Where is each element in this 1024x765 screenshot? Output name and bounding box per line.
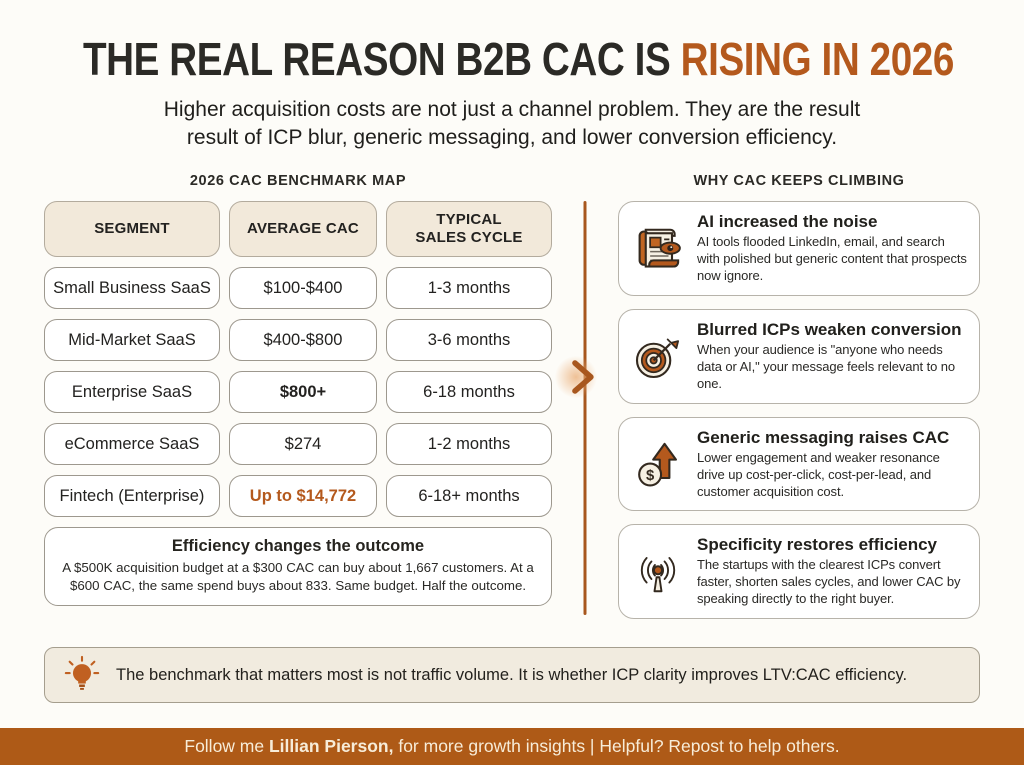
- card-body: The startups with the clearest ICPs conv…: [697, 557, 961, 607]
- column-header-label: TYPICAL SALES CYCLE: [415, 210, 523, 247]
- footer-suffix: for more growth insights | Helpful? Repo…: [393, 736, 840, 756]
- table-cell-cycle: 6-18 months: [386, 371, 552, 414]
- table-cell-segment: eCommerce SaaS: [44, 423, 220, 466]
- footer-bar: Follow me Lillian Pierson, for more grow…: [0, 728, 1024, 765]
- footer-author-name: Lillian Pierson,: [268, 736, 394, 756]
- callout-text: The benchmark that matters most is not t…: [116, 665, 908, 684]
- table-cell-segment: Mid-Market SaaS: [44, 319, 220, 362]
- table-cell-segment: Enterprise SaaS: [44, 371, 220, 414]
- table-cell-segment: Small Business SaaS: [44, 267, 220, 310]
- chevron-right-icon: [572, 360, 594, 395]
- efficiency-note: Efficiency changes the outcome A $500K a…: [44, 527, 552, 606]
- lightbulb-icon: [63, 655, 101, 695]
- column-header-average-cac: AVERAGE CAC: [229, 201, 377, 258]
- reason-card-generic-messaging: $ Generic messaging raises CAC Lower eng…: [618, 416, 980, 512]
- column-header-sales-cycle: TYPICAL SALES CYCLE: [386, 201, 552, 258]
- reason-card-ai-noise: AI increased the noise AI tools flooded …: [618, 201, 980, 297]
- card-title: Blurred ICPs weaken conversion: [697, 320, 962, 340]
- card-text: Generic messaging raises CAC Lower engag…: [697, 428, 969, 501]
- reason-cards: AI increased the noise AI tools flooded …: [618, 201, 980, 620]
- page-title: THE REAL REASON B2B CAC IS RISING IN 202…: [0, 36, 1024, 82]
- table-cell-cycle: 1-3 months: [386, 267, 552, 310]
- target-arrow-icon: [629, 328, 687, 384]
- table-cell-cycle: 1-2 months: [386, 423, 552, 466]
- card-body: Lower engagement and weaker resonance dr…: [697, 449, 940, 499]
- key-takeaway-callout: The benchmark that matters most is not t…: [44, 647, 980, 704]
- subtitle-line-2: result of ICP blur, generic messaging, a…: [186, 125, 838, 149]
- broadcast-antenna-icon: [629, 544, 687, 600]
- column-header-segment: SEGMENT: [44, 201, 220, 258]
- reasons-section: WHY CAC KEEPS CLIMBING: [618, 173, 980, 620]
- benchmark-table: SEGMENT AVERAGE CAC TYPICAL SALES CYCLE …: [44, 201, 552, 518]
- table-cell-cac: $100-$400: [229, 267, 377, 310]
- card-text: Specificity restores efficiency The star…: [697, 535, 969, 608]
- reasons-heading: WHY CAC KEEPS CLIMBING: [693, 173, 905, 190]
- table-cell-cac: Up to $14,772: [229, 475, 377, 518]
- card-text: Blurred ICPs weaken conversion When your…: [697, 320, 969, 393]
- page-title-dark: THE REAL REASON B2B CAC IS: [82, 33, 681, 85]
- column-header-label: AVERAGE CAC: [247, 220, 359, 238]
- table-cell-cac: $800+: [229, 371, 377, 414]
- table-cell-cac: $400-$800: [229, 319, 377, 362]
- page-title-accent: RISING IN 2026: [680, 33, 955, 85]
- card-body: AI tools flooded LinkedIn, email, and se…: [697, 234, 967, 284]
- svg-text:$: $: [646, 468, 655, 484]
- efficiency-note-body: A $500K acquisition budget at a $300 CAC…: [62, 560, 534, 593]
- footer-prefix: Follow me: [184, 736, 269, 756]
- card-title: Specificity restores efficiency: [697, 535, 938, 555]
- divider-line: [583, 201, 587, 616]
- benchmark-heading: 2026 CAC BENCHMARK MAP: [189, 173, 407, 190]
- reason-card-specificity: Specificity restores efficiency The star…: [618, 524, 980, 620]
- reason-card-blurred-icps: Blurred ICPs weaken conversion When your…: [618, 309, 980, 404]
- subtitle: Higher acquisition costs are not just a …: [0, 96, 1024, 151]
- footer-text: Follow me Lillian Pierson, for more grow…: [184, 736, 839, 757]
- table-cell-segment: Fintech (Enterprise): [44, 475, 220, 518]
- card-body: When your audience is "anyone who needs …: [697, 342, 955, 391]
- main-content: 2026 CAC BENCHMARK MAP SEGMENT AVERAGE C…: [44, 173, 980, 620]
- subtitle-line-1: Higher acquisition costs are not just a …: [163, 98, 861, 121]
- table-cell-cycle: 3-6 months: [386, 319, 552, 362]
- dollar-up-arrow-icon: $: [629, 436, 687, 492]
- document-eye-icon: [629, 221, 687, 277]
- table-cell-cycle: 6-18+ months: [386, 475, 552, 518]
- efficiency-note-title: Efficiency changes the outcome: [171, 537, 425, 556]
- table-cell-cac: $274: [229, 423, 377, 466]
- column-header-label: SEGMENT: [94, 220, 170, 238]
- card-title: Generic messaging raises CAC: [697, 427, 950, 447]
- benchmark-section: 2026 CAC BENCHMARK MAP SEGMENT AVERAGE C…: [44, 173, 552, 619]
- card-title: AI increased the noise: [697, 212, 878, 232]
- card-text: AI increased the noise AI tools flooded …: [697, 212, 969, 285]
- section-divider: [552, 173, 618, 619]
